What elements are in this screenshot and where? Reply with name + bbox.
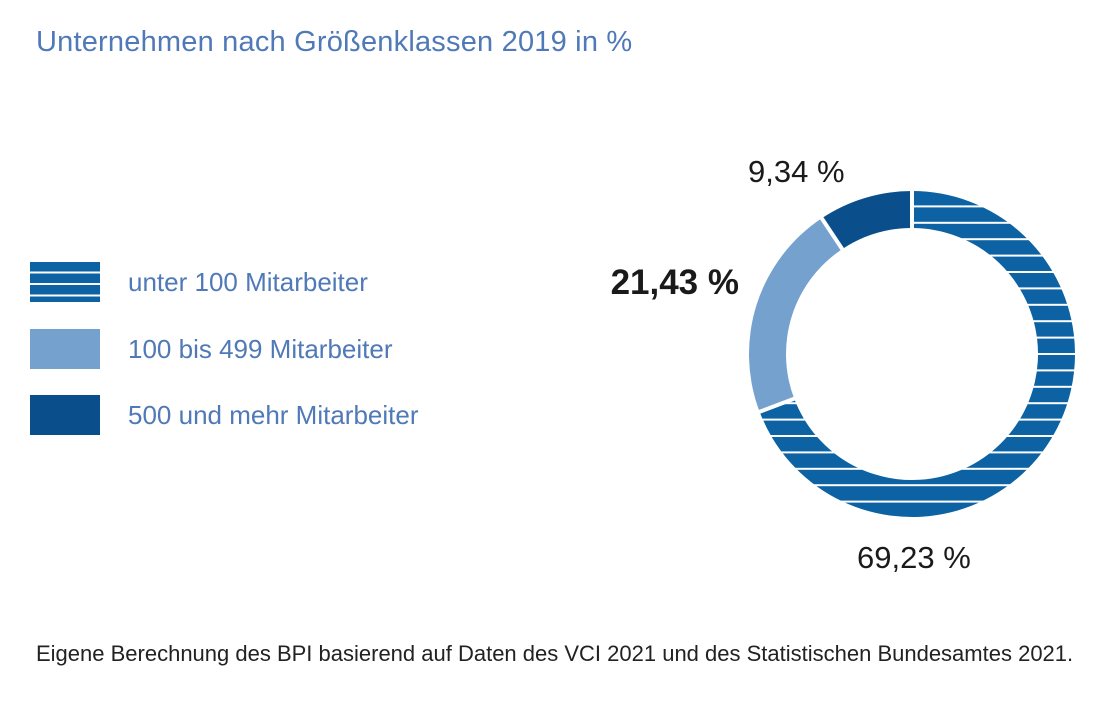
slice-separator bbox=[757, 396, 797, 415]
chart-title: Unternehmen nach Größenklassen 2019 in % bbox=[36, 26, 633, 58]
legend-label-100-499: 100 bis 499 Mitarbeiter bbox=[128, 334, 393, 364]
footnote: Eigene Berechnung des BPI basierend auf … bbox=[36, 641, 1074, 666]
value-label-500-plus: 9,34 % bbox=[748, 154, 845, 189]
donut-slice-100-499 bbox=[749, 218, 843, 412]
donut-slice-500-plus bbox=[821, 191, 912, 250]
legend-swatch-100-499 bbox=[30, 329, 100, 369]
slice-separator bbox=[818, 215, 846, 252]
legend-label-under-100: unter 100 Mitarbeiter bbox=[128, 267, 368, 297]
value-label-under-100: 69,23 % bbox=[857, 540, 971, 575]
legend-swatch-500-plus bbox=[30, 395, 100, 435]
value-label-100-499: 21,43 % bbox=[611, 263, 739, 302]
legend-swatch-under-100 bbox=[30, 262, 100, 302]
legend-item-500-plus: 500 und mehr Mitarbeiter bbox=[30, 395, 490, 435]
legend-item-under-100: unter 100 Mitarbeiter bbox=[30, 262, 490, 302]
legend-item-100-499: 100 bis 499 Mitarbeiter bbox=[30, 329, 490, 369]
legend-label-500-plus: 500 und mehr Mitarbeiter bbox=[128, 400, 419, 430]
